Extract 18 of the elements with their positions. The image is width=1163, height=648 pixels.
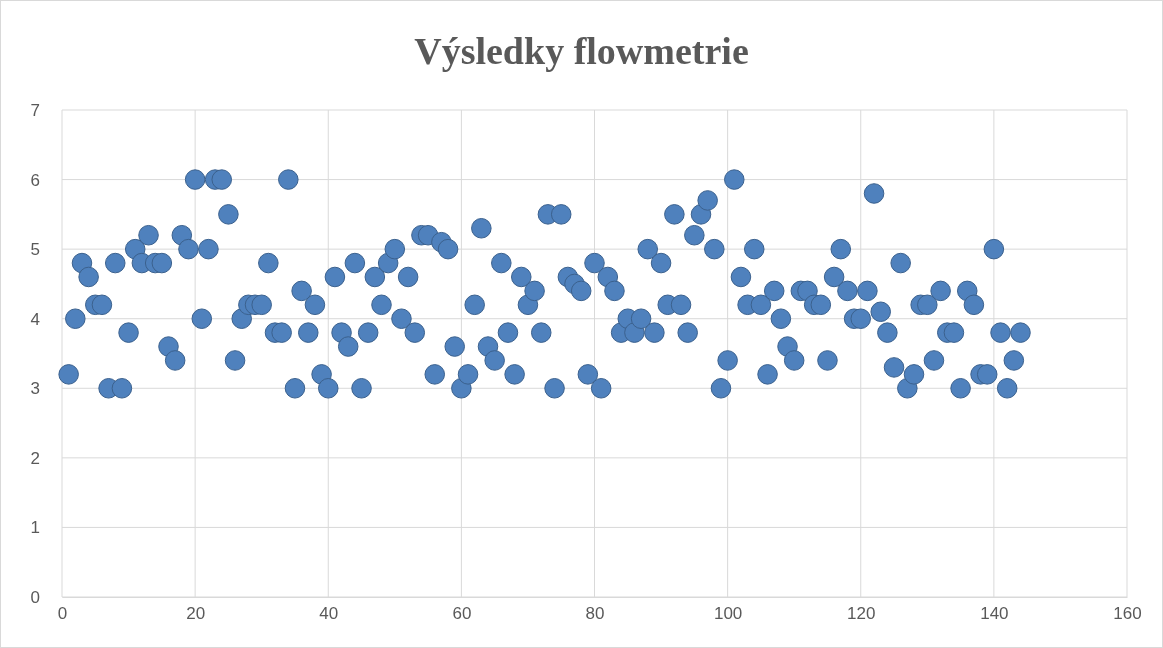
x-tick-label: 100 [713, 604, 743, 624]
x-tick-label: 40 [319, 604, 339, 624]
y-tick-label: 0 [30, 587, 40, 607]
x-tick-label: 80 [585, 604, 605, 624]
chart-title: Výsledky flowmetrie [414, 30, 749, 72]
y-tick-label: 2 [30, 448, 40, 468]
y-tick-label: 3 [30, 379, 40, 399]
x-tick-label: 160 [1113, 604, 1142, 624]
x-tick-label: 120 [847, 604, 876, 624]
x-tick-label: 0 [57, 604, 68, 624]
y-tick-label: 4 [30, 309, 40, 329]
y-tick-label: 6 [30, 170, 40, 190]
x-tick-label: 60 [452, 604, 472, 624]
y-tick-label: 1 [30, 518, 40, 538]
x-tick-label: 140 [980, 604, 1009, 624]
x-tick-label: 20 [186, 604, 206, 624]
y-tick-label: 5 [30, 240, 40, 260]
y-tick-label: 7 [30, 100, 40, 120]
